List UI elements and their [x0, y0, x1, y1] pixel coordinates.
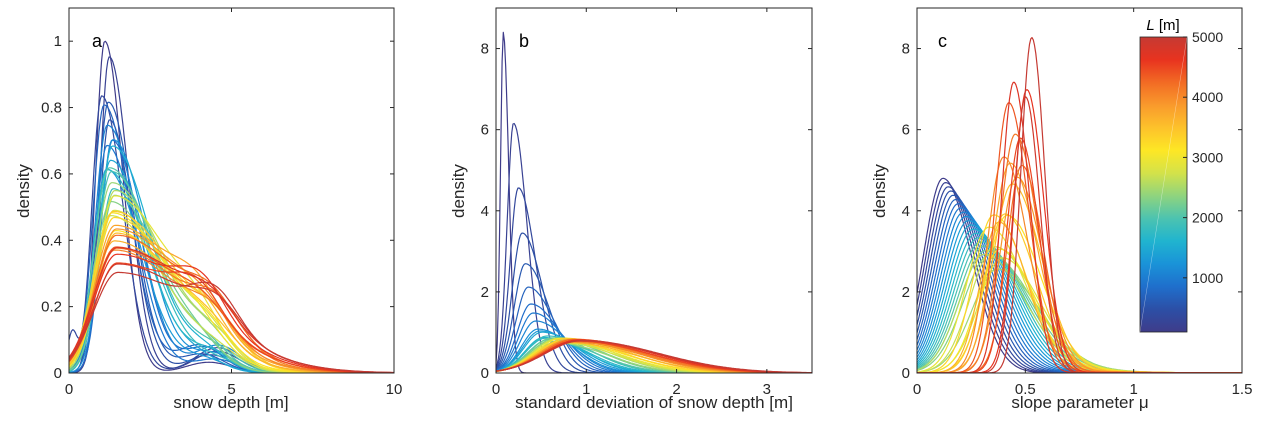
panel-c-curve-40 [917, 37, 1242, 373]
panel-b-xtick-label: 1 [582, 381, 590, 398]
colorbar-tick-label: 4000 [1192, 89, 1223, 105]
panel-c: 0 0.5 1 1.5 0 2 4 6 8 c slope parameter μ densit… [870, 7, 1253, 412]
panel-c-curve-39 [917, 96, 1242, 373]
panel-a-ytick-label: 0.8 [41, 100, 62, 117]
panel-a-ytick-label: 0.6 [41, 166, 62, 183]
panel-c-curve-35 [917, 102, 1242, 373]
panel-b-curve-1 [496, 122, 812, 373]
panel-a-xtick-label: 10 [386, 381, 403, 398]
panel-c-ytick-label: 8 [902, 41, 910, 58]
panel-b-curve-6 [496, 303, 812, 373]
panel-a-curve-14 [69, 188, 394, 373]
panel-c-xtick-label: 1.5 [1232, 381, 1253, 398]
panel-b-ytick-label: 6 [481, 122, 489, 139]
panel-c-ticks: 0 0.5 1 1.5 0 2 4 6 8 [902, 8, 1253, 398]
panel-c-axes [916, 7, 1243, 374]
panel-a-curve-40 [69, 271, 394, 373]
panel-b-curve-2 [496, 187, 812, 373]
panel-a-curves [69, 40, 394, 373]
colorbar-ticks: 1000 2000 3000 4000 5000 [1183, 29, 1223, 286]
panel-b-ytick-label: 8 [481, 41, 489, 58]
colorbar-title-var: L [1146, 17, 1154, 34]
panel-a-ticks: 0 5 10 0 0.2 0.4 0.6 0.8 1 [41, 8, 402, 398]
panel-a-curve-11 [69, 159, 394, 373]
panel-b-curve-4 [496, 263, 812, 373]
panel-a-xtick-label: 5 [227, 381, 235, 398]
panel-c-xlabel: slope parameter μ [1011, 393, 1148, 412]
panel-c-curve-15 [917, 241, 1242, 373]
panel-b-xtick-label: 3 [763, 381, 771, 398]
panel-b-xtick-label: 2 [672, 381, 680, 398]
panel-b-curve-7 [496, 312, 812, 373]
panel-c-xtick-label: 0.5 [1015, 381, 1036, 398]
panel-c-ytick-label: 2 [902, 284, 910, 301]
panel-a-curve-1 [69, 56, 394, 373]
panel-b-curves [496, 31, 812, 373]
panel-b-letter: b [519, 31, 529, 51]
panel-a-xlabel: snow depth [m] [173, 393, 288, 412]
panel-b: 0 1 2 3 0 2 4 6 8 b standard deviation of snow d… [449, 7, 813, 412]
panel-a-curve-15 [69, 170, 394, 373]
colorbar-tick-label: 3000 [1192, 149, 1223, 165]
panel-b-xtick-label: 0 [492, 381, 500, 398]
panel-a-curve-4 [69, 101, 394, 373]
panel-b-ytick-label: 0 [481, 365, 489, 382]
panel-b-ytick-label: 2 [481, 284, 489, 301]
colorbar: 1000 2000 3000 4000 5000 L [m] [1139, 17, 1223, 333]
panel-a-ylabel: density [14, 164, 33, 218]
colorbar-tick-label: 2000 [1192, 210, 1223, 226]
panel-a-ytick-label: 0 [54, 365, 62, 382]
panel-b-axes [495, 7, 813, 374]
panel-a-curve-18 [69, 201, 394, 373]
panel-a-letter: a [92, 31, 103, 51]
panel-b-curve-5 [496, 286, 812, 373]
panel-a-curve-6 [69, 139, 394, 373]
panel-c-curves [917, 37, 1242, 373]
panel-a-ytick-label: 0.2 [41, 299, 62, 316]
panel-c-xtick-label: 1 [1129, 381, 1137, 398]
colorbar-tick-label: 5000 [1192, 29, 1223, 45]
panel-c-xtick-label: 0 [913, 381, 921, 398]
colorbar-tick-label: 1000 [1192, 270, 1223, 286]
panel-b-curve-3 [496, 232, 812, 373]
colorbar-title: L [m] [1146, 17, 1179, 34]
colorbar-diagonal [1139, 36, 1188, 333]
panel-c-ytick-label: 4 [902, 203, 910, 220]
panel-a-curve-9 [69, 139, 394, 373]
panel-a-ytick-label: 0.4 [41, 232, 62, 249]
panel-b-ylabel: density [449, 164, 468, 218]
panel-c-curve-0 [917, 177, 1242, 373]
colorbar-title-unit: [m] [1155, 17, 1180, 34]
panel-b-ytick-label: 4 [481, 203, 489, 220]
panel-a-xtick-label: 0 [65, 381, 73, 398]
panel-c-ytick-label: 6 [902, 122, 910, 139]
panel-a-ytick-label: 1 [54, 33, 62, 50]
panel-c-ylabel: density [870, 164, 889, 218]
panel-a-curve-16 [69, 167, 394, 373]
panel-c-letter: c [938, 31, 947, 51]
panel-c-curve-14 [917, 237, 1242, 373]
panel-b-curve-40 [496, 340, 812, 373]
panel-b-ticks: 0 1 2 3 0 2 4 6 8 [481, 8, 812, 398]
panel-c-ytick-label: 0 [902, 365, 910, 382]
panel-a: 0 5 10 0 0.2 0.4 0.6 0.8 1 a snow depth [m] dens… [14, 7, 402, 412]
panel-b-xlabel: standard deviation of snow depth [m] [515, 393, 793, 412]
